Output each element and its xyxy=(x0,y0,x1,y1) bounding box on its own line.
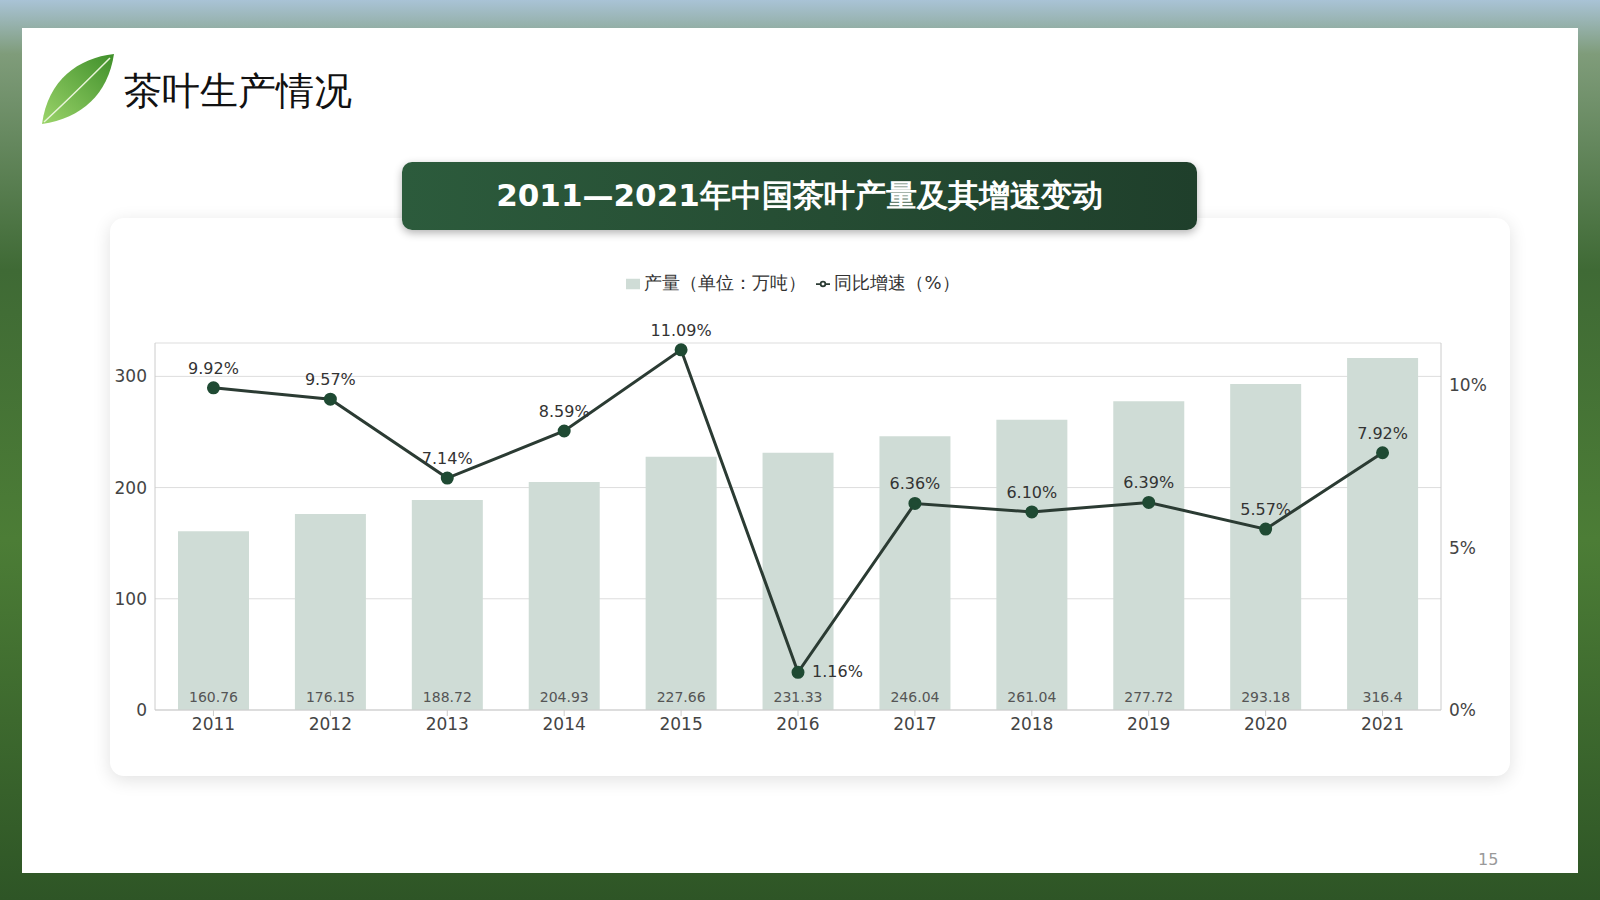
svg-text:1.16%: 1.16% xyxy=(812,662,863,681)
svg-text:6.36%: 6.36% xyxy=(889,474,940,493)
svg-text:204.93: 204.93 xyxy=(540,689,589,705)
svg-text:5.57%: 5.57% xyxy=(1240,500,1291,519)
svg-text:2015: 2015 xyxy=(659,714,702,734)
svg-text:2017: 2017 xyxy=(893,714,936,734)
svg-text:6.10%: 6.10% xyxy=(1006,483,1057,502)
html-text:产量（单位：万吨）: 产量（单位：万吨） xyxy=(644,272,807,293)
html-text:茶叶生产情况: 茶叶生产情况 xyxy=(124,69,352,113)
svg-text:6.39%: 6.39% xyxy=(1123,473,1174,492)
svg-text:2012: 2012 xyxy=(309,714,352,734)
svg-text:261.04: 261.04 xyxy=(1007,689,1056,705)
svg-text:7.14%: 7.14% xyxy=(422,449,473,468)
svg-text:8.59%: 8.59% xyxy=(539,402,590,421)
svg-text:188.72: 188.72 xyxy=(423,689,472,705)
html-text:同比增速（%）: 同比增速（%） xyxy=(834,272,960,293)
svg-text:316.4: 316.4 xyxy=(1363,689,1403,705)
svg-text:2013: 2013 xyxy=(426,714,469,734)
svg-text:246.04: 246.04 xyxy=(890,689,939,705)
svg-text:200: 200 xyxy=(115,478,147,498)
svg-text:11.09%: 11.09% xyxy=(651,321,712,340)
svg-text:2019: 2019 xyxy=(1127,714,1170,734)
svg-text:2014: 2014 xyxy=(543,714,586,734)
svg-text:9.57%: 9.57% xyxy=(305,370,356,389)
svg-text:0%: 0% xyxy=(1449,700,1476,720)
svg-text:5%: 5% xyxy=(1449,538,1476,558)
svg-text:300: 300 xyxy=(115,366,147,386)
html-text:2011—2021年中国茶叶产量及其增速变动: 2011—2021年中国茶叶产量及其增速变动 xyxy=(496,177,1103,213)
svg-text:176.15: 176.15 xyxy=(306,689,355,705)
svg-text:2011: 2011 xyxy=(192,714,235,734)
svg-text:227.66: 227.66 xyxy=(657,689,706,705)
svg-text:293.18: 293.18 xyxy=(1241,689,1290,705)
svg-text:2020: 2020 xyxy=(1244,714,1287,734)
svg-text:7.92%: 7.92% xyxy=(1357,424,1408,443)
svg-text:231.33: 231.33 xyxy=(774,689,823,705)
svg-text:9.92%: 9.92% xyxy=(188,359,239,378)
html-text:15: 15 xyxy=(1478,850,1499,869)
svg-text:277.72: 277.72 xyxy=(1124,689,1173,705)
svg-text:2021: 2021 xyxy=(1361,714,1404,734)
svg-text:0: 0 xyxy=(136,700,147,720)
svg-text:2018: 2018 xyxy=(1010,714,1053,734)
svg-text:10%: 10% xyxy=(1449,375,1487,395)
svg-text:160.76: 160.76 xyxy=(189,689,238,705)
svg-text:2016: 2016 xyxy=(776,714,819,734)
svg-text:100: 100 xyxy=(115,589,147,609)
